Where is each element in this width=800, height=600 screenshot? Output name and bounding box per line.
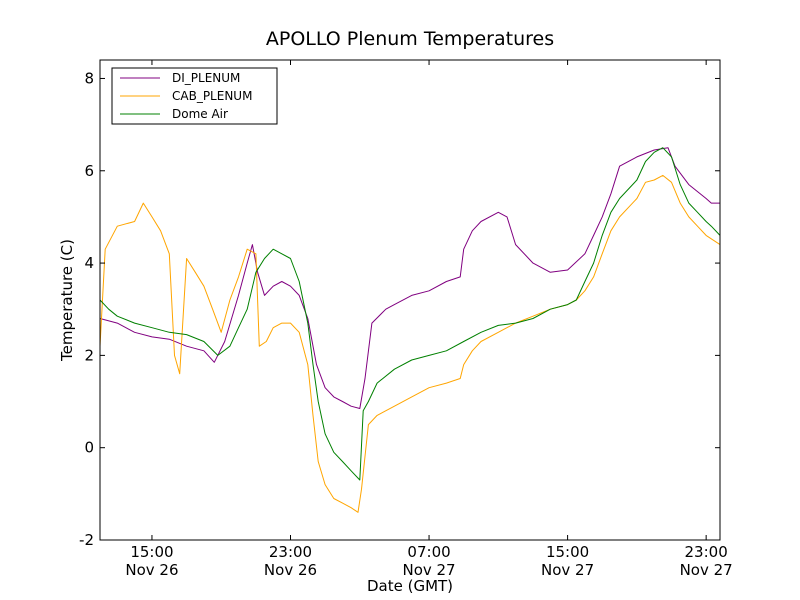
plot-frame — [99, 59, 721, 541]
legend-label-di-plenum: DI_PLENUM — [172, 71, 240, 85]
y-tick-label: 4 — [84, 254, 94, 272]
x-tick-label-date: Nov 27 — [680, 561, 733, 579]
x-tick-label-time: 23:00 — [685, 543, 728, 561]
x-tick-label-time: 07:00 — [407, 543, 450, 561]
y-tick-label: 0 — [84, 439, 94, 457]
chart-title: APOLLO Plenum Temperatures — [266, 28, 554, 50]
x-tick-label-date: Nov 27 — [402, 561, 455, 579]
x-tick-label-time: 23:00 — [269, 543, 312, 561]
legend-label-cab-plenum: CAB_PLENUM — [172, 89, 252, 103]
x-axis-label: Date (GMT) — [367, 577, 453, 595]
y-axis: -2 0 2 4 6 8 — [79, 69, 720, 549]
y-tick-label: -2 — [79, 531, 94, 549]
y-axis-label: Temperature (C) — [58, 239, 76, 362]
series-line-dome-air — [99, 147, 721, 481]
x-tick-label-date: Nov 27 — [541, 561, 594, 579]
y-tick-label: 2 — [84, 346, 94, 364]
x-tick-label-date: Nov 26 — [264, 561, 317, 579]
series-line-cab-plenum — [99, 174, 721, 513]
series-layer — [99, 147, 721, 513]
legend-label-dome-air: Dome Air — [172, 107, 228, 121]
x-tick-label-time: 15:00 — [546, 543, 589, 561]
y-tick-label: 8 — [84, 69, 94, 87]
y-tick-label: 6 — [84, 162, 94, 180]
x-tick-label-date: Nov 26 — [125, 561, 178, 579]
legend: DI_PLENUM CAB_PLENUM Dome Air — [111, 67, 278, 125]
series-line-di-plenum — [99, 147, 720, 409]
x-tick-label-time: 15:00 — [130, 543, 173, 561]
